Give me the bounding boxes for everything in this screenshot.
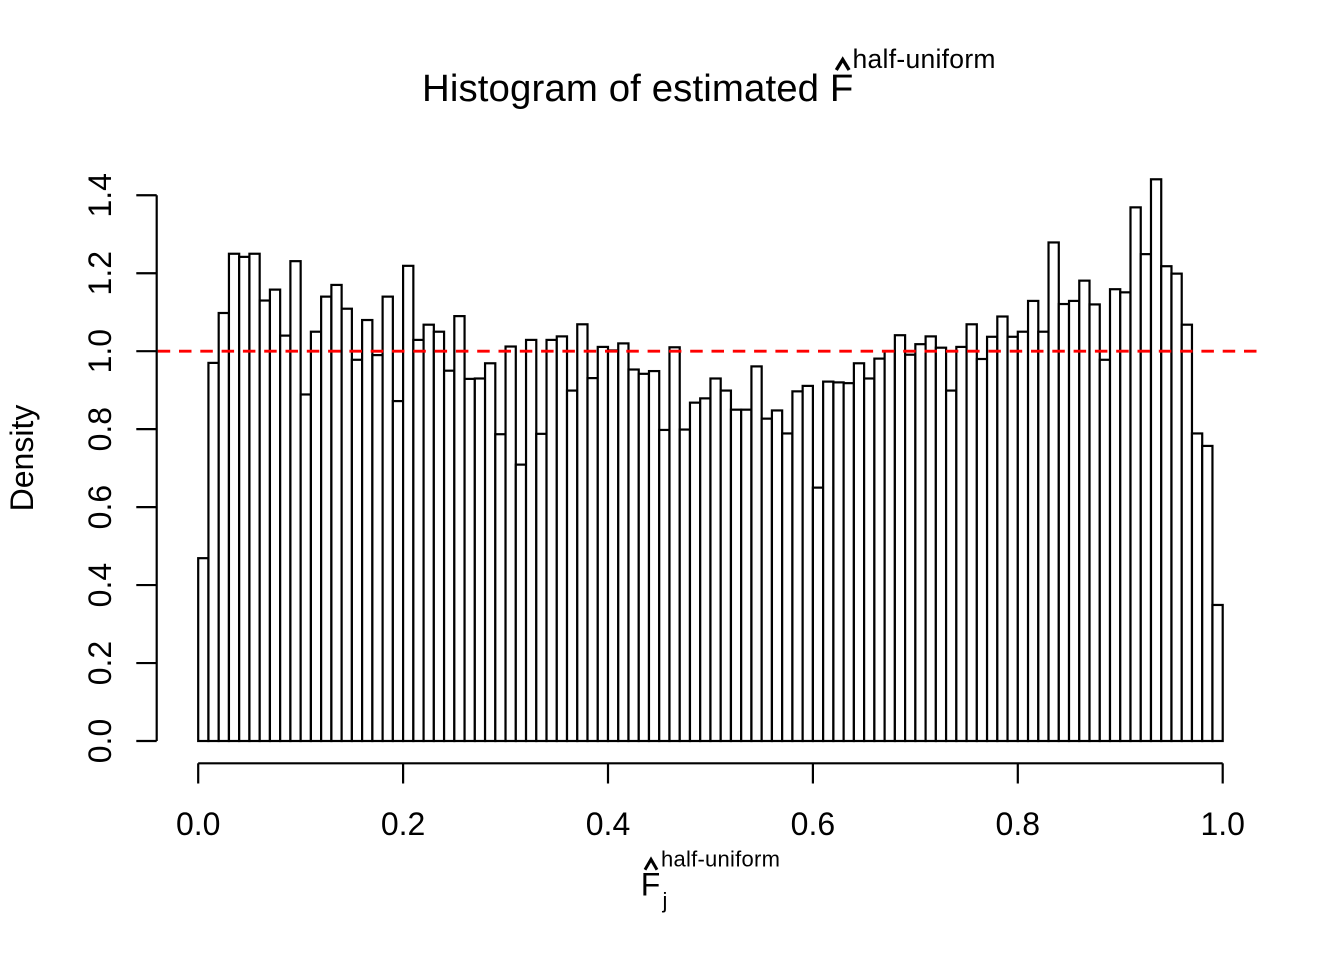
svg-text:0.4: 0.4 [82, 563, 118, 607]
svg-text:half-uniform: half-uniform [853, 44, 996, 74]
svg-text:F: F [641, 867, 661, 903]
svg-text:0.4: 0.4 [586, 806, 630, 842]
svg-text:Histogram of estimated F: Histogram of estimated F [422, 67, 853, 110]
svg-text:j: j [662, 888, 668, 913]
svg-text:half-uniform: half-uniform [661, 847, 780, 872]
svg-text:1.2: 1.2 [82, 251, 118, 295]
svg-text:1.0: 1.0 [82, 329, 118, 373]
svg-text:0.0: 0.0 [82, 719, 118, 763]
svg-text:1.0: 1.0 [1200, 806, 1244, 842]
svg-text:0.8: 0.8 [996, 806, 1040, 842]
svg-text:Density: Density [4, 405, 40, 512]
svg-text:0.2: 0.2 [381, 806, 425, 842]
svg-text:0.0: 0.0 [176, 806, 220, 842]
svg-text:0.6: 0.6 [791, 806, 835, 842]
svg-text:0.8: 0.8 [82, 407, 118, 451]
svg-text:0.6: 0.6 [82, 485, 118, 529]
svg-text:1.4: 1.4 [82, 173, 118, 217]
svg-text:0.2: 0.2 [82, 641, 118, 685]
